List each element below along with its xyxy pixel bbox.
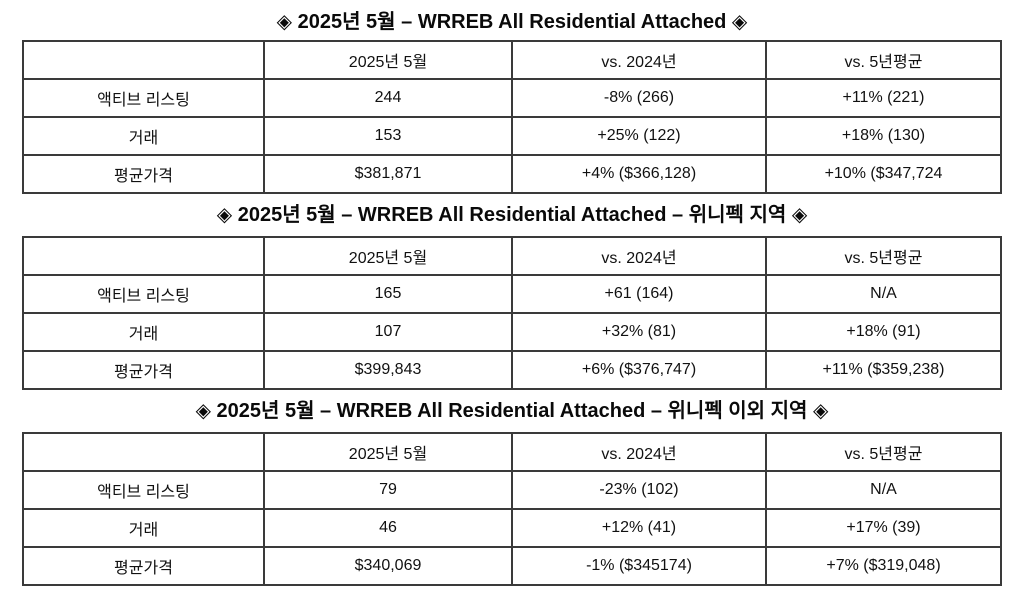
row-label: 거래 bbox=[22, 312, 265, 352]
row-label: 거래 bbox=[22, 116, 265, 156]
header-row: 2025년 5월 vs. 2024년 vs. 5년평균 bbox=[22, 40, 1002, 80]
table-title: ◈ 2025년 5월 – WRREB All Residential Attac… bbox=[276, 11, 748, 33]
data-cell: -1% ($345174) bbox=[511, 546, 767, 586]
data-cell: +18% (130) bbox=[765, 116, 1002, 156]
data-cell: $340,069 bbox=[263, 546, 513, 586]
row-label: 액티브 리스팅 bbox=[22, 470, 265, 510]
data-cell: +18% (91) bbox=[765, 312, 1002, 352]
data-cell: $381,871 bbox=[263, 154, 513, 194]
data-cell: 79 bbox=[263, 470, 513, 510]
corner-cell bbox=[22, 236, 265, 276]
table-row-average-price: 평균가격 $381,871 +4% ($366,128) +10% ($347,… bbox=[22, 154, 1002, 194]
data-cell: $399,843 bbox=[263, 350, 513, 390]
data-cell: +25% (122) bbox=[511, 116, 767, 156]
table-row-sales: 거래 153 +25% (122) +18% (130) bbox=[22, 116, 1002, 156]
row-label: 평균가격 bbox=[22, 154, 265, 194]
column-header-month: 2025년 5월 bbox=[263, 432, 513, 472]
data-cell: +17% (39) bbox=[765, 508, 1002, 548]
data-cell: 165 bbox=[263, 274, 513, 314]
data-cell: N/A bbox=[765, 274, 1002, 314]
column-header-vs-2024: vs. 2024년 bbox=[511, 40, 767, 80]
section-outside-winnipeg: ◈ 2025년 5월 – WRREB All Residential Attac… bbox=[0, 390, 1024, 586]
table-row-sales: 거래 107 +32% (81) +18% (91) bbox=[22, 312, 1002, 352]
corner-cell bbox=[22, 432, 265, 472]
column-header-vs-5yr: vs. 5년평균 bbox=[765, 40, 1002, 80]
data-cell: 46 bbox=[263, 508, 513, 548]
header-row: 2025년 5월 vs. 2024년 vs. 5년평균 bbox=[22, 432, 1002, 472]
corner-cell bbox=[22, 40, 265, 80]
table-row-sales: 거래 46 +12% (41) +17% (39) bbox=[22, 508, 1002, 548]
column-header-vs-2024: vs. 2024년 bbox=[511, 432, 767, 472]
row-label: 평균가격 bbox=[22, 546, 265, 586]
column-header-month: 2025년 5월 bbox=[263, 236, 513, 276]
section-winnipeg: ◈ 2025년 5월 – WRREB All Residential Attac… bbox=[0, 194, 1024, 390]
data-cell: +10% ($347,724 bbox=[765, 154, 1002, 194]
data-cell: +32% (81) bbox=[511, 312, 767, 352]
table-row-average-price: 평균가격 $399,843 +6% ($376,747) +11% ($359,… bbox=[22, 350, 1002, 390]
table-row-active-listings: 액티브 리스팅 165 +61 (164) N/A bbox=[22, 274, 1002, 314]
stats-table-winnipeg: 2025년 5월 vs. 2024년 vs. 5년평균 액티브 리스팅 165 … bbox=[22, 236, 1002, 390]
data-cell: +6% ($376,747) bbox=[511, 350, 767, 390]
data-cell: +11% (221) bbox=[765, 78, 1002, 118]
column-header-vs-5yr: vs. 5년평균 bbox=[765, 236, 1002, 276]
table-row-active-listings: 액티브 리스팅 244 -8% (266) +11% (221) bbox=[22, 78, 1002, 118]
data-cell: 107 bbox=[263, 312, 513, 352]
table-title: ◈ 2025년 5월 – WRREB All Residential Attac… bbox=[216, 204, 808, 226]
data-cell: +7% ($319,048) bbox=[765, 546, 1002, 586]
data-cell: +61 (164) bbox=[511, 274, 767, 314]
table-row-active-listings: 액티브 리스팅 79 -23% (102) N/A bbox=[22, 470, 1002, 510]
row-label: 액티브 리스팅 bbox=[22, 274, 265, 314]
data-cell: N/A bbox=[765, 470, 1002, 510]
data-cell: +4% ($366,128) bbox=[511, 154, 767, 194]
header-row: 2025년 5월 vs. 2024년 vs. 5년평균 bbox=[22, 236, 1002, 276]
data-cell: -23% (102) bbox=[511, 470, 767, 510]
column-header-vs-2024: vs. 2024년 bbox=[511, 236, 767, 276]
data-cell: +11% ($359,238) bbox=[765, 350, 1002, 390]
stats-table-outside-winnipeg: 2025년 5월 vs. 2024년 vs. 5년평균 액티브 리스팅 79 -… bbox=[22, 432, 1002, 586]
data-cell: +12% (41) bbox=[511, 508, 767, 548]
data-cell: 153 bbox=[263, 116, 513, 156]
row-label: 평균가격 bbox=[22, 350, 265, 390]
section-all-regions: ◈ 2025년 5월 – WRREB All Residential Attac… bbox=[0, 4, 1024, 194]
row-label: 거래 bbox=[22, 508, 265, 548]
table-row-average-price: 평균가격 $340,069 -1% ($345174) +7% ($319,04… bbox=[22, 546, 1002, 586]
table-title: ◈ 2025년 5월 – WRREB All Residential Attac… bbox=[195, 400, 829, 422]
data-cell: 244 bbox=[263, 78, 513, 118]
column-header-vs-5yr: vs. 5년평균 bbox=[765, 432, 1002, 472]
row-label: 액티브 리스팅 bbox=[22, 78, 265, 118]
data-cell: -8% (266) bbox=[511, 78, 767, 118]
stats-table-all-regions: 2025년 5월 vs. 2024년 vs. 5년평균 액티브 리스팅 244 … bbox=[22, 40, 1002, 194]
column-header-month: 2025년 5월 bbox=[263, 40, 513, 80]
